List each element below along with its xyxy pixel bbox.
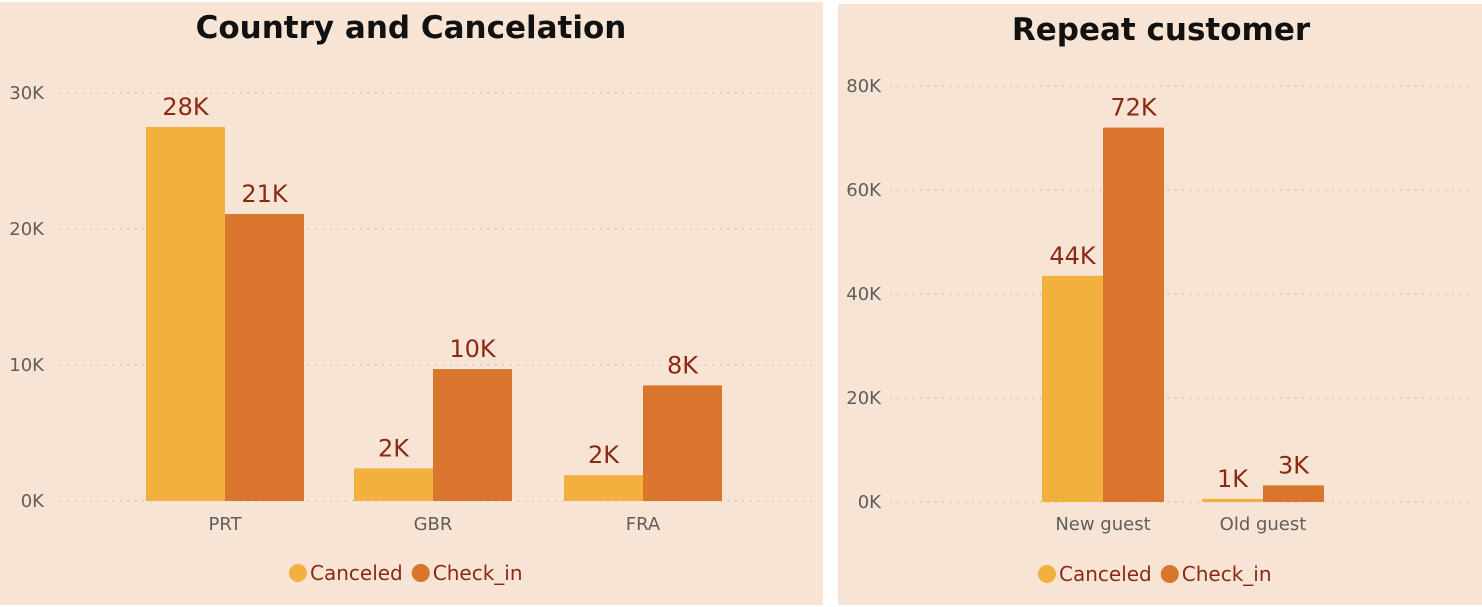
- chart1-legend-marker: [289, 564, 307, 582]
- chart2-bar-canceled: [1042, 275, 1103, 502]
- chart2-legend-label: Canceled: [1059, 562, 1152, 586]
- chart2-y-tick-label: 60K: [846, 180, 882, 201]
- chart1-data-label: 21K: [241, 180, 289, 208]
- chart2-data-label: 72K: [1110, 94, 1158, 122]
- chart1-legend-label: Canceled: [310, 561, 403, 585]
- chart1-x-category-label: FRA: [626, 514, 661, 535]
- chart1-bar-check-in: [433, 369, 512, 501]
- chart2-legend-marker: [1038, 565, 1056, 583]
- chart2-bar-check-in: [1263, 485, 1324, 502]
- chart1-bar-canceled: [146, 127, 225, 501]
- chart1-legend-label: Check_in: [433, 561, 523, 585]
- chart2-x-category-label: New guest: [1055, 514, 1150, 535]
- chart1-x-category-label: GBR: [414, 514, 453, 535]
- chart2-data-label: 1K: [1217, 465, 1249, 493]
- chart2-bar-canceled: [1202, 498, 1263, 502]
- chart1-title: Country and Cancelation: [196, 10, 627, 46]
- chart2-y-tick-label: 0K: [858, 492, 882, 513]
- chart2-legend-label: Check_in: [1182, 562, 1272, 586]
- chart2-title: Repeat customer: [1012, 12, 1311, 48]
- chart1-data-label: 28K: [162, 93, 210, 121]
- country-cancelation-chart-panel: Country and Cancelation 0K 10K 20K 30K 28K 21K…: [0, 2, 823, 605]
- chart1-y-tick-label: 30K: [9, 83, 45, 104]
- chart1-y-tick-label: 10K: [9, 355, 45, 376]
- chart1-y-tick-label: 0K: [21, 491, 45, 512]
- chart2-y-tick-label: 20K: [846, 388, 882, 409]
- chart2-y-tick-label: 40K: [846, 284, 882, 305]
- chart1-y-tick-label: 20K: [9, 219, 45, 240]
- chart1-bar-check-in: [225, 214, 304, 502]
- chart2-y-tick-label: 80K: [846, 76, 882, 97]
- repeat-customer-chart: Repeat customer 0K 20K 40K 60K 80K 44K 72K New g…: [846, 12, 1474, 586]
- repeat-customer-chart-panel: Repeat customer 0K 20K 40K 60K 80K 44K 72K New g…: [838, 4, 1482, 605]
- chart1-bar-canceled: [564, 475, 643, 501]
- chart1-bar-canceled: [354, 468, 433, 501]
- chart1-data-label: 2K: [588, 441, 620, 469]
- chart2-data-label: 44K: [1049, 242, 1097, 270]
- chart1-data-label: 2K: [378, 434, 410, 462]
- chart1-data-label: 8K: [667, 351, 699, 379]
- chart2-x-category-label: Old guest: [1220, 514, 1307, 535]
- chart2-bar-check-in: [1103, 127, 1164, 502]
- chart1-x-category-label: PRT: [208, 514, 242, 535]
- chart2-legend-marker: [1160, 565, 1179, 583]
- chart1-bar-check-in: [643, 385, 722, 501]
- country-cancelation-chart: Country and Cancelation 0K 10K 20K 30K 28K 21K…: [9, 10, 812, 585]
- chart1-legend-marker: [411, 564, 430, 582]
- chart2-data-label: 3K: [1278, 451, 1310, 479]
- chart1-data-label: 10K: [449, 335, 497, 363]
